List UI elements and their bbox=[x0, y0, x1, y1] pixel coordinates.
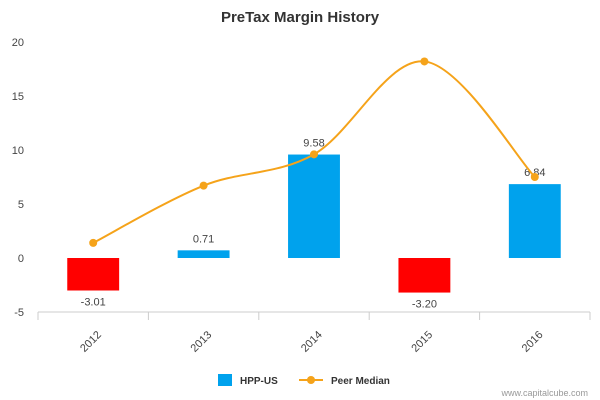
y-tick-label: -5 bbox=[14, 307, 24, 319]
x-tick-label: 2014 bbox=[299, 329, 325, 355]
bar-series bbox=[67, 154, 561, 293]
x-axis: 2012 2013 2014 2015 2016 bbox=[37, 311, 591, 355]
bar-data-label: 0.71 bbox=[193, 233, 214, 245]
y-axis: -5 0 5 10 15 20 bbox=[12, 37, 24, 319]
bar-data-label: -3.20 bbox=[412, 299, 437, 311]
legend[interactable]: HPP-US Peer Median bbox=[218, 374, 390, 387]
point-peer-median bbox=[89, 238, 98, 247]
bar-data-label: -3.01 bbox=[81, 297, 106, 309]
y-tick-label: 5 bbox=[18, 199, 24, 211]
line-peer-median bbox=[92, 60, 536, 244]
y-tick-label: 10 bbox=[12, 145, 24, 157]
x-tick-label: 2016 bbox=[520, 329, 546, 355]
y-tick-label: 15 bbox=[12, 91, 24, 103]
line-series bbox=[89, 57, 539, 247]
x-tick-label: 2013 bbox=[189, 329, 215, 355]
chart-title: PreTax Margin History bbox=[221, 9, 380, 26]
legend-swatch-hpp-us bbox=[218, 374, 232, 386]
bar-hpp-us bbox=[508, 184, 561, 258]
point-peer-median bbox=[530, 173, 539, 181]
legend-label-peer-median[interactable]: Peer Median bbox=[331, 376, 390, 387]
watermark: www.capitalcube.com bbox=[500, 388, 588, 398]
point-peer-median bbox=[199, 181, 208, 190]
bar-hpp-us bbox=[67, 258, 120, 291]
point-peer-median bbox=[420, 57, 429, 66]
x-tick-label: 2012 bbox=[78, 329, 104, 355]
bar-hpp-us bbox=[177, 250, 230, 258]
bar-hpp-us bbox=[398, 258, 451, 293]
legend-marker-peer-median bbox=[307, 376, 315, 384]
y-tick-label: 0 bbox=[18, 253, 24, 265]
y-tick-label: 20 bbox=[12, 37, 24, 49]
legend-label-hpp-us[interactable]: HPP-US bbox=[240, 376, 278, 387]
x-tick-label: 2015 bbox=[409, 329, 435, 355]
point-peer-median bbox=[310, 150, 318, 159]
bar-data-label: 9.58 bbox=[303, 138, 324, 150]
bar-hpp-us bbox=[288, 154, 340, 258]
